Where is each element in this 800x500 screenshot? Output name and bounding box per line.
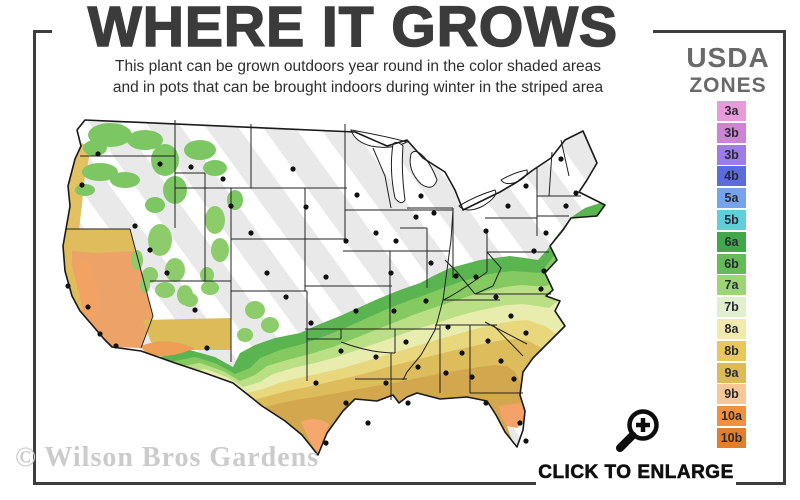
city-dots	[65, 151, 579, 446]
legend-zone-7b-9: 7b	[717, 297, 746, 318]
plant-hardiness-map[interactable]	[55, 110, 617, 462]
legend-zone-6a-6: 6a	[717, 231, 746, 252]
page-title: WHERE IT GROWS	[87, 0, 619, 60]
legend-zone-5a-4: 5a	[717, 188, 746, 209]
legend-zone-7a-8: 7a	[717, 275, 746, 296]
legend-zone-8b-11: 8b	[717, 340, 746, 361]
state-borders	[66, 120, 581, 400]
click-to-enlarge-button[interactable]: CLICK TO ENLARGE	[536, 460, 736, 490]
usda-zones-legend: 3a 3b 3b 4b 5a 5b 6a 6b 7a 7b 8a 8b 9a 9b 10a 10b	[717, 101, 746, 450]
us-outline	[62, 119, 606, 456]
frame-top-gap	[52, 26, 653, 37]
legend-zone-3b-2: 3b	[717, 144, 746, 165]
legend-zone-9b-13: 9b	[717, 384, 746, 405]
legend-zone-9a-12: 9a	[717, 362, 746, 383]
legend-title-usda: USDA	[686, 42, 770, 73]
legend-zone-3a-0: 3a	[717, 101, 746, 121]
legend-zone-4b-3: 4b	[717, 166, 746, 187]
legend-zone-5b-5: 5b	[717, 209, 746, 230]
legend-zone-10a-14: 10a	[717, 406, 746, 427]
great-lakes	[350, 129, 528, 211]
legend-zone-6b-7: 6b	[717, 253, 746, 274]
legend-title-zones: ZONES	[689, 74, 767, 97]
subtitle-line2: and in pots that can be brought indoors …	[112, 79, 604, 96]
watermark: © Wilson Bros Gardens	[15, 442, 320, 473]
subtitle: This plant can be grown outdoors year ro…	[0, 56, 716, 98]
subtitle-line1: This plant can be grown outdoors year ro…	[115, 58, 601, 75]
usda-zones-legend-title: USDA ZONES	[676, 42, 780, 97]
legend-zone-3b-1: 3b	[717, 122, 746, 143]
legend-zone-10b-15: 10b	[717, 427, 746, 448]
legend-zone-8a-10: 8a	[717, 318, 746, 339]
magnifier-plus-icon[interactable]	[610, 404, 666, 460]
